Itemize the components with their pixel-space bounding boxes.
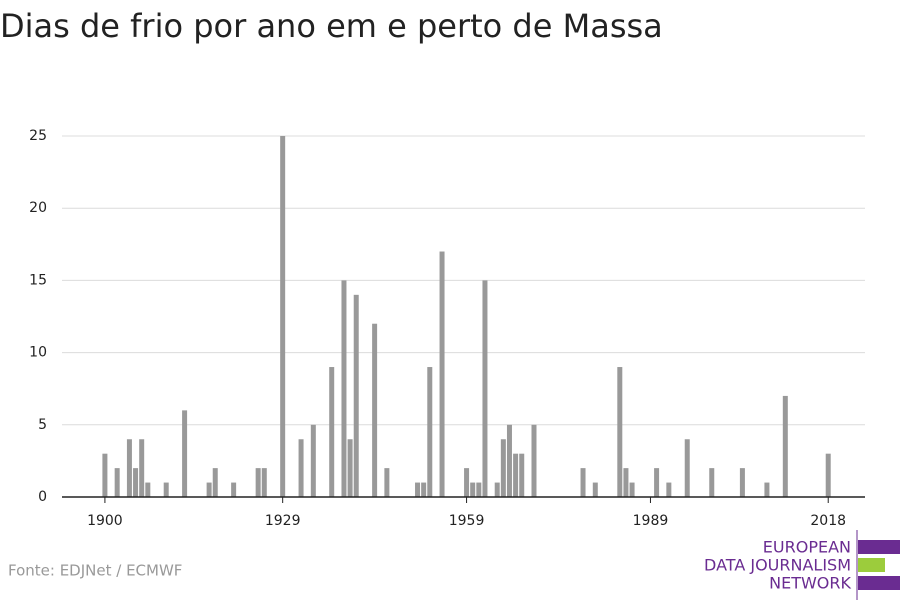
bar [347, 439, 353, 497]
bar [684, 439, 690, 497]
bar [439, 251, 445, 497]
bar [145, 482, 151, 497]
logo-text: DATA JOURNALISM [704, 556, 851, 575]
logo-bar [858, 558, 885, 572]
x-tick-label: 1900 [87, 513, 123, 529]
logo-bar [858, 540, 900, 554]
chart-title: Dias de frio por ano em e perto de Massa [0, 7, 663, 45]
bar [482, 280, 488, 497]
bar [464, 468, 470, 497]
bar [212, 468, 218, 497]
bar [494, 482, 500, 497]
bar [341, 280, 347, 497]
y-tick-label: 5 [38, 417, 47, 433]
bar [139, 439, 145, 497]
bar [206, 482, 212, 497]
bar [114, 468, 120, 497]
y-tick-label: 25 [29, 128, 47, 144]
bar [617, 367, 623, 497]
x-tick-label: 2018 [810, 513, 846, 529]
bar [666, 482, 672, 497]
bar [580, 468, 586, 497]
y-tick-label: 20 [29, 200, 47, 216]
bar [654, 468, 660, 497]
bar [255, 468, 261, 497]
bar [470, 482, 476, 497]
bar [415, 482, 421, 497]
bar [182, 410, 188, 497]
bar [133, 468, 139, 497]
bar [310, 424, 316, 497]
bar [623, 468, 629, 497]
bar [739, 468, 745, 497]
bar [427, 367, 433, 497]
bar [353, 294, 359, 497]
logo-text: NETWORK [769, 574, 851, 593]
bar [592, 482, 598, 497]
bar [421, 482, 427, 497]
bar [126, 439, 132, 497]
logo-bar [858, 576, 900, 590]
bar [231, 482, 237, 497]
bar [261, 468, 267, 497]
y-tick-label: 15 [29, 272, 47, 288]
bar [102, 453, 108, 497]
bar [384, 468, 390, 497]
x-tick-label: 1959 [449, 513, 485, 529]
bar [506, 424, 512, 497]
bar [764, 482, 770, 497]
bar [782, 395, 788, 497]
x-tick-label: 1929 [265, 513, 301, 529]
logo-text: EUROPEAN [763, 538, 851, 557]
x-tick-label: 1989 [633, 513, 669, 529]
bar [500, 439, 506, 497]
bar [372, 323, 378, 497]
bar [298, 439, 304, 497]
bar [513, 453, 519, 497]
bar [519, 453, 525, 497]
bar [280, 136, 286, 497]
bar [531, 424, 537, 497]
bar [329, 367, 335, 497]
bar [629, 482, 635, 497]
source: Fonte: EDJNet / ECMWF [8, 562, 182, 580]
y-tick-label: 10 [29, 345, 47, 361]
bar [163, 482, 169, 497]
bar [709, 468, 715, 497]
bar [476, 482, 482, 497]
y-tick-label: 0 [38, 489, 47, 505]
bar [825, 453, 831, 497]
